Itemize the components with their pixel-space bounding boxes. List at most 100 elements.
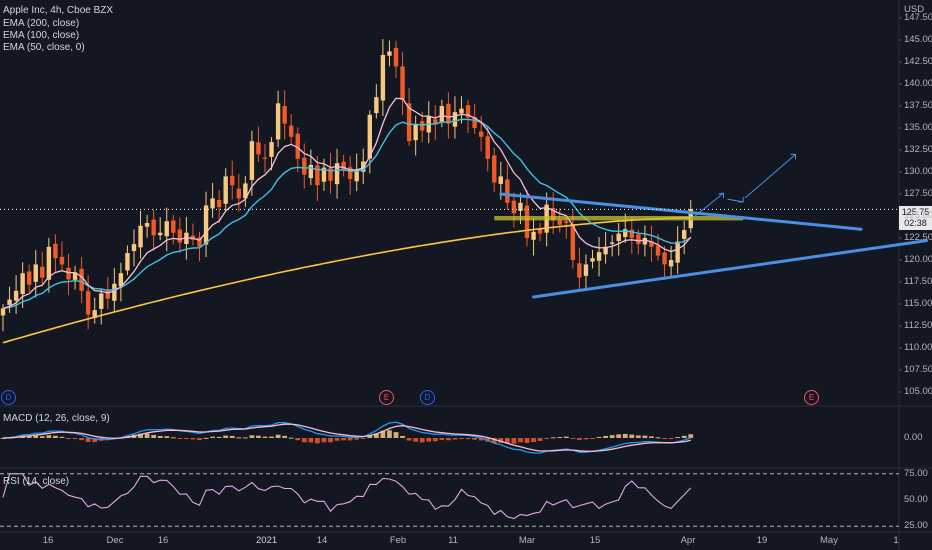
candle-body <box>577 263 582 278</box>
candle-body <box>216 199 222 208</box>
price-axis-label: 112.50 <box>904 320 932 331</box>
candle-body <box>13 290 19 301</box>
macd-histogram-bar <box>46 435 52 438</box>
time-axis-label: 1 <box>893 535 899 546</box>
macd-title[interactable]: MACD (12, 26, close, 9) <box>3 413 110 424</box>
candle-body <box>531 231 536 240</box>
macd-histogram-bar <box>144 433 150 438</box>
macd-histogram-bar <box>92 438 98 443</box>
macd-histogram-bar <box>400 435 405 438</box>
macd-histogram-bar <box>393 432 399 438</box>
macd-histogram-bar <box>157 435 163 438</box>
candle-body <box>636 234 641 245</box>
candle-body <box>72 272 78 280</box>
macd-histogram-bar <box>373 433 379 438</box>
macd-histogram-bar <box>629 434 635 438</box>
candle-body <box>492 155 497 183</box>
macd-histogram-bar <box>603 435 608 438</box>
rsi-title[interactable]: RSI (14, close) <box>3 476 70 487</box>
candle-body <box>334 163 340 185</box>
ema100-legend[interactable]: EMA (100, close) <box>3 30 80 41</box>
macd-histogram-bar <box>354 438 360 440</box>
candle-body <box>223 176 228 204</box>
macd-histogram-bar <box>609 435 615 438</box>
candle-body <box>609 242 615 244</box>
candle-body <box>498 176 503 184</box>
macd-histogram-bar <box>256 435 261 438</box>
macd-histogram-bar <box>229 435 235 438</box>
ema50-legend[interactable]: EMA (50, close, 0) <box>3 42 85 53</box>
candle-body <box>59 256 65 265</box>
time-axis-label: Feb <box>389 535 407 546</box>
macd-histogram-bar <box>26 436 32 438</box>
rsi-axis-label: 50.00 <box>904 494 928 505</box>
macd-histogram-bar <box>518 438 523 443</box>
candle-body <box>328 168 333 181</box>
candle-body <box>413 124 418 141</box>
event-marker[interactable]: D <box>420 390 435 405</box>
price-axis-label: 147.50 <box>904 12 932 23</box>
macd-histogram-bar <box>655 437 661 439</box>
macd-histogram-bar <box>190 438 196 440</box>
macd-histogram-bar <box>504 438 510 444</box>
candle-body <box>433 119 438 125</box>
price-axis-label: 120.00 <box>904 254 932 265</box>
candle-body <box>623 229 628 237</box>
macd-histogram-bar <box>0 438 6 439</box>
resistance-zone <box>494 216 744 221</box>
candle-body <box>655 245 661 256</box>
event-marker[interactable]: D <box>1 390 16 405</box>
candle-body <box>46 246 52 280</box>
candle-body <box>511 200 517 214</box>
candle-body <box>275 103 281 140</box>
candle-body <box>583 264 589 276</box>
macd-histogram-bar <box>210 436 215 438</box>
macd-histogram-bar <box>635 435 641 438</box>
candle-body <box>557 220 562 225</box>
candle-body <box>20 273 25 295</box>
macd-histogram-bar <box>413 438 419 442</box>
macd-histogram-bar <box>459 438 464 439</box>
candle-body <box>164 221 169 237</box>
candle-body <box>151 219 156 236</box>
trendline-upper <box>499 192 863 231</box>
macd-histogram-bar <box>662 438 667 439</box>
rsi-line <box>2 473 692 520</box>
time-axis-label: 2021 <box>256 535 278 546</box>
candle-body <box>668 260 674 267</box>
candle-body <box>7 299 12 305</box>
candle-body <box>321 167 327 182</box>
candle-body <box>138 225 143 248</box>
candle-body <box>537 228 543 234</box>
price-axis-label: 132.50 <box>904 144 932 155</box>
macd-histogram-bar <box>262 436 268 438</box>
projection-arrowhead <box>790 153 797 160</box>
event-marker[interactable]: E <box>379 390 394 405</box>
macd-histogram-bar <box>577 438 582 440</box>
event-marker[interactable]: E <box>804 390 819 405</box>
price-axis-label: 135.00 <box>904 122 932 133</box>
macd-histogram-bar <box>282 435 288 438</box>
candle-body <box>197 237 202 247</box>
bar-countdown: 02:38 <box>904 218 927 228</box>
macd-histogram-bar <box>537 438 543 441</box>
time-axis-label: Apr <box>680 535 696 546</box>
time-axis-label: Mar <box>518 535 536 546</box>
ema200-legend[interactable]: EMA (200, close) <box>3 18 80 29</box>
macd-histogram-bar <box>197 438 202 441</box>
macd-histogram-bar <box>557 437 563 439</box>
candle-body <box>256 142 261 155</box>
candle-body <box>564 221 569 224</box>
price-axis-label: 125.00 <box>904 210 932 221</box>
macd-histogram-bar <box>511 438 517 444</box>
macd-histogram-bar <box>550 437 556 439</box>
symbol-title: Apple Inc, 4h, Cboe BZX <box>3 5 114 16</box>
candle-body <box>295 133 300 159</box>
candle-body <box>400 66 405 100</box>
candle-body <box>361 161 366 172</box>
candle-body <box>243 183 248 199</box>
macd-axis-label: 0.00 <box>904 432 923 443</box>
candle-body <box>393 47 399 67</box>
